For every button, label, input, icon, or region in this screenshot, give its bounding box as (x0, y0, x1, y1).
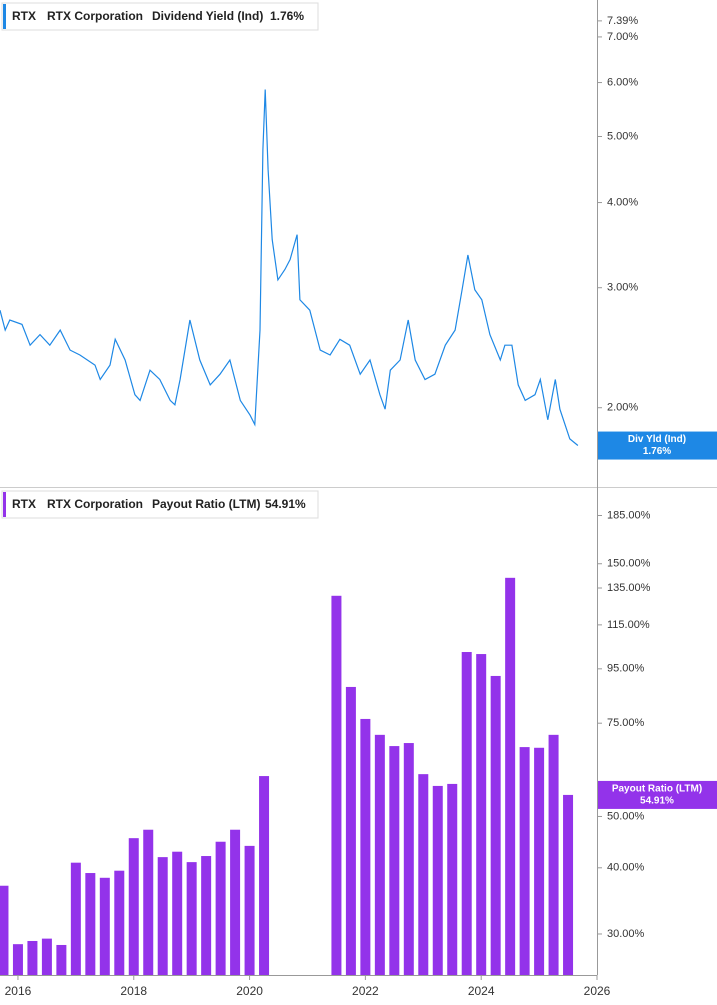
bar (490, 675, 501, 975)
bar (374, 734, 385, 975)
legend-swatch (3, 4, 6, 29)
y-tick-label: 6.00% (607, 76, 638, 88)
y-tick-label: 75.00% (607, 717, 645, 729)
legend-swatch (3, 492, 6, 517)
x-tick-label: 2026 (584, 984, 611, 998)
y-tick-label: 7.39% (607, 15, 638, 27)
bar (389, 746, 400, 975)
y-tick-label: 135.00% (607, 582, 651, 594)
y-tick-label: 50.00% (607, 810, 645, 822)
bar (403, 743, 414, 975)
current-tag-name: Div Yld (Ind) (628, 434, 686, 445)
bar (259, 776, 270, 975)
bar (85, 873, 96, 975)
current-tag-name: Payout Ratio (LTM) (612, 784, 702, 795)
bar (0, 885, 9, 975)
legend-box (1, 2, 319, 31)
bar (41, 938, 52, 975)
y-tick-label: 4.00% (607, 196, 638, 208)
bar (70, 862, 81, 975)
legend-ticker: RTX (12, 497, 36, 511)
current-tag-value: 54.91% (640, 796, 674, 807)
bar (432, 785, 443, 975)
x-tick-label: 2024 (468, 984, 495, 998)
y-tick-label: 150.00% (607, 558, 651, 570)
bar (201, 856, 212, 975)
y-tick-label: 3.00% (607, 282, 638, 294)
bar (505, 577, 516, 975)
legend-ticker: RTX (12, 9, 36, 23)
bar (345, 686, 356, 975)
y-tick-label: 5.00% (607, 130, 638, 142)
bar (360, 718, 371, 975)
legend-value: 1.76% (270, 9, 304, 23)
bar (27, 940, 38, 975)
bar (476, 654, 487, 975)
bar (12, 944, 23, 975)
x-tick-label: 2016 (5, 984, 32, 998)
bar (114, 870, 125, 975)
bar (519, 747, 530, 975)
y-tick-label: 95.00% (607, 663, 645, 675)
y-tick-label: 7.00% (607, 31, 638, 43)
y-tick-label: 115.00% (607, 619, 650, 631)
x-tick-label: 2020 (236, 984, 263, 998)
y-tick-label: 40.00% (607, 862, 645, 874)
yield-line (0, 89, 579, 446)
bar (56, 944, 67, 975)
bar (143, 829, 154, 975)
bar (230, 829, 241, 975)
bar (461, 652, 472, 975)
bar (99, 877, 110, 975)
bar (418, 774, 429, 975)
y-tick-label: 2.00% (607, 402, 638, 414)
bar (534, 747, 545, 975)
legend-company: RTX Corporation (47, 9, 143, 23)
current-tag-value: 1.76% (643, 446, 671, 457)
bar (563, 794, 574, 975)
bar (548, 734, 559, 975)
legend-series: Payout Ratio (LTM) (152, 497, 260, 511)
legend-series: Dividend Yield (Ind) (152, 9, 263, 23)
bar (172, 851, 183, 975)
x-tick-label: 2022 (352, 984, 379, 998)
legend-value: 54.91% (265, 497, 306, 511)
bar (447, 783, 458, 975)
x-tick-label: 2018 (120, 984, 147, 998)
legend-box (1, 490, 319, 519)
current-tag (598, 780, 717, 809)
current-tag (598, 431, 717, 460)
bar (186, 862, 197, 975)
bar (331, 595, 342, 975)
bar (215, 841, 226, 975)
bar (128, 838, 139, 975)
bar (157, 857, 168, 975)
y-tick-label: 185.00% (607, 509, 651, 521)
legend-company: RTX Corporation (47, 497, 143, 511)
y-tick-label: 30.00% (607, 928, 645, 940)
bar (244, 845, 255, 975)
